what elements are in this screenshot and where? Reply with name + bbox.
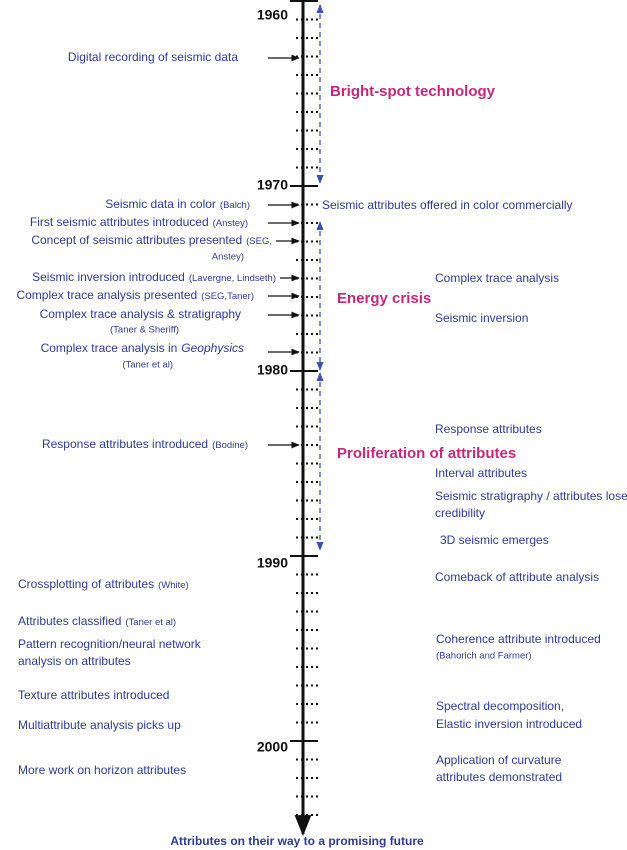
event: Complex trace analysis & stratigraphy xyxy=(40,307,241,321)
event: Digital recording of seismic data xyxy=(68,50,238,64)
axis xyxy=(290,0,318,837)
event: 3D seismic emerges xyxy=(440,533,549,547)
event-source: Anstey) xyxy=(212,252,244,263)
event-source: (Taner et al) xyxy=(122,360,173,371)
event: Concept of seismic attributes presented(… xyxy=(31,233,272,247)
event: Complex trace analysis presented (SEG,Tan… xyxy=(16,288,254,302)
event: Seismic attributes offered in color comm… xyxy=(322,198,573,212)
event: First seismic attributes introduced (Anst… xyxy=(30,215,248,229)
event: Seismic inversion xyxy=(435,311,528,325)
event: Application of curvature xyxy=(436,753,562,767)
decade-label: 2000 xyxy=(257,739,288,755)
event-arrows xyxy=(268,54,300,449)
phase-label: Energy crisis xyxy=(337,290,431,307)
event: Seismic data in color (Balch) xyxy=(105,197,250,211)
event: Crossplotting of attributes (White) xyxy=(18,577,189,591)
event: Spectral decomposition, xyxy=(436,699,564,713)
decade-label: 1990 xyxy=(257,555,288,571)
event-source: (Taner & Sheriff) xyxy=(110,325,179,336)
event: Texture attributes introduced xyxy=(18,688,169,702)
phase-label: Proliferation of attributes xyxy=(337,445,516,462)
event: Response attributes xyxy=(435,422,542,436)
footer: Attributes on their way to a promising f… xyxy=(170,834,424,848)
event: Seismic stratigraphy / attributes lose xyxy=(435,489,627,503)
event-source: (Bahorich and Farmer) xyxy=(436,651,532,662)
event: Complex trace analysis xyxy=(435,271,559,285)
event: credibility xyxy=(435,506,485,520)
event: Response attributes introduced (Bodine) xyxy=(42,437,248,451)
event: Seismic inversion introduced (Lavergne, L… xyxy=(32,270,276,284)
event: Complex trace analysis in Geophysics xyxy=(41,341,244,355)
decade-label: 1970 xyxy=(257,177,288,193)
event: Elastic inversion introduced xyxy=(436,717,582,731)
event: Pattern recognition/neural network xyxy=(18,637,202,651)
phase-label: Bright-spot technology xyxy=(330,83,496,100)
decade-label: 1960 xyxy=(257,7,288,23)
event: Interval attributes xyxy=(435,466,527,480)
event: Attributes classified (Taner et al) xyxy=(18,614,176,628)
decade-label: 1980 xyxy=(257,362,288,378)
event: analysis on attributes xyxy=(18,654,131,668)
event: More work on horizon attributes xyxy=(18,763,186,777)
event: Coherence attribute introduced xyxy=(436,632,601,646)
event: Multiattribute analysis picks up xyxy=(18,718,181,732)
event: attributes demonstrated xyxy=(436,770,562,784)
event: Comeback of attribute analysis xyxy=(435,570,599,584)
